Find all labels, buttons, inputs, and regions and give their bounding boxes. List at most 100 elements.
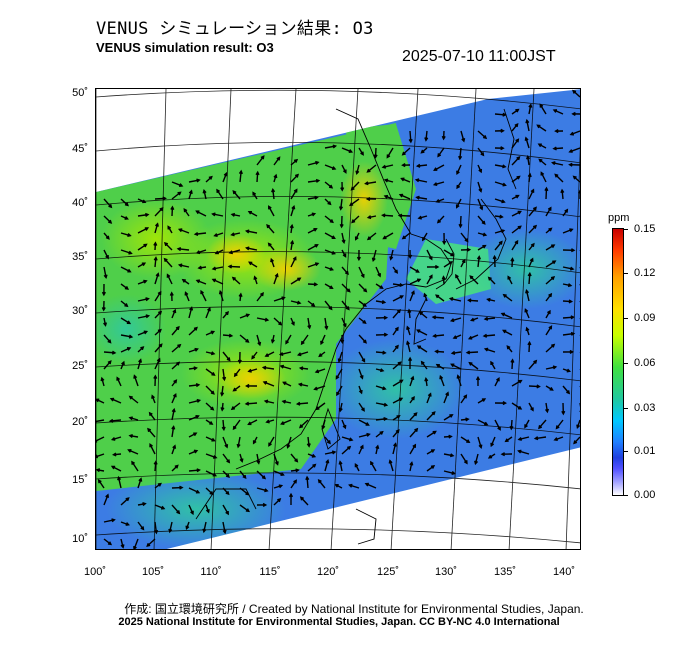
wind-arrow-head	[514, 122, 519, 128]
wind-arrow-head	[142, 502, 147, 507]
wind-arrow-head	[552, 109, 558, 113]
wind-arrow-head	[300, 340, 305, 346]
wind-arrow	[212, 213, 224, 217]
wind-arrow-head	[282, 381, 287, 386]
wind-arrow	[455, 274, 462, 285]
wind-arrow	[290, 257, 297, 268]
wind-arrow	[460, 453, 468, 464]
wind-arrow-head	[270, 339, 275, 344]
wind-arrow	[572, 90, 580, 98]
wind-arrow	[273, 296, 285, 302]
wind-arrow	[299, 419, 309, 428]
colorbar-tick	[624, 318, 628, 319]
wind-arrow-head	[334, 484, 339, 488]
wind-arrow-head	[327, 201, 332, 206]
wind-arrow-head	[474, 460, 479, 466]
wind-arrow-head	[124, 285, 130, 290]
wind-arrow-head	[144, 227, 150, 231]
wind-arrow	[154, 311, 162, 319]
wind-arrow	[528, 385, 540, 388]
wind-arrow-head	[379, 430, 384, 435]
wind-arrow-head	[306, 443, 311, 448]
wind-arrow-head	[432, 333, 437, 338]
wind-arrow-head	[326, 440, 331, 445]
colorbar-tick	[624, 363, 628, 364]
wind-arrow	[451, 317, 462, 322]
wind-arrow	[268, 206, 275, 217]
wind-arrow-head	[189, 306, 194, 311]
wind-arrow	[562, 228, 573, 234]
wind-arrow-head	[274, 461, 279, 466]
wind-arrow-head	[455, 273, 459, 279]
wind-arrow	[280, 365, 292, 370]
wind-arrow-head	[312, 463, 317, 468]
wind-arrow	[188, 384, 199, 387]
wind-arrow	[120, 232, 131, 237]
wind-arrow-head	[226, 357, 231, 362]
wind-arrow-head	[501, 199, 506, 204]
wind-arrow	[222, 334, 232, 337]
wind-arrow	[349, 484, 360, 489]
wind-arrow-head	[437, 153, 442, 158]
wind-arrow-head	[311, 212, 317, 217]
wind-arrow-head	[346, 288, 351, 293]
wind-arrow-head	[342, 253, 347, 258]
wind-arrow	[569, 147, 580, 153]
wind-arrow-head	[416, 345, 422, 350]
wind-arrow	[188, 179, 200, 183]
colorbar-tick	[624, 229, 628, 230]
wind-arrow-head	[109, 397, 115, 402]
wind-arrow-head	[397, 361, 402, 366]
wind-arrow	[265, 351, 275, 357]
wind-arrow	[137, 359, 142, 370]
colorbar-label-0-01: 0.01	[634, 445, 656, 457]
wind-arrow	[390, 249, 394, 260]
lat-label-50: 50˚	[72, 87, 88, 99]
wind-arrow-head	[210, 330, 216, 335]
wind-arrow-head	[502, 293, 507, 298]
wind-arrow	[358, 334, 367, 344]
wind-arrow-head	[530, 188, 535, 193]
wind-arrow-head	[432, 182, 438, 187]
wind-arrow-head	[264, 488, 269, 493]
wind-arrow	[392, 379, 403, 387]
wind-arrow	[222, 368, 226, 380]
wind-arrow-head	[458, 223, 463, 229]
wind-arrow-head	[220, 407, 225, 412]
wind-arrow	[205, 307, 211, 319]
wind-arrow	[526, 120, 530, 132]
wind-arrow-head	[435, 294, 440, 299]
wind-arrow-head	[388, 459, 393, 464]
wind-arrow-head	[344, 270, 349, 276]
wind-arrow-head	[195, 383, 201, 388]
wind-arrow	[358, 351, 366, 362]
wind-arrow-head	[264, 317, 270, 322]
wind-arrow-head	[193, 449, 199, 454]
wind-arrow	[171, 394, 177, 404]
wind-arrow-head	[211, 266, 217, 271]
wind-arrow-head	[567, 283, 573, 288]
wind-arrow-head	[320, 340, 324, 346]
wind-arrow-head	[193, 366, 198, 371]
wind-arrow-head	[458, 155, 463, 161]
wind-arrow-head	[274, 272, 279, 278]
wind-arrow	[120, 334, 132, 338]
wind-arrow	[554, 174, 564, 183]
wind-arrow-head	[299, 496, 304, 501]
wind-arrow-head	[111, 350, 117, 355]
wind-arrow-head	[455, 204, 460, 209]
wind-arrow-head	[359, 375, 364, 380]
wind-arrow-head	[469, 275, 474, 280]
wind-arrow-head	[321, 425, 326, 430]
wind-arrow-head	[551, 161, 556, 166]
wind-arrow-head	[231, 276, 236, 281]
wind-arrow	[137, 243, 147, 251]
wind-arrow	[518, 450, 530, 455]
wind-arrow	[268, 436, 275, 446]
wind-arrow-head	[502, 182, 507, 187]
wind-arrow-head	[271, 187, 276, 193]
wind-arrow-head	[478, 444, 483, 449]
wind-arrow-head	[379, 368, 385, 373]
wind-arrow	[339, 461, 343, 472]
wind-arrow-head	[281, 399, 287, 404]
